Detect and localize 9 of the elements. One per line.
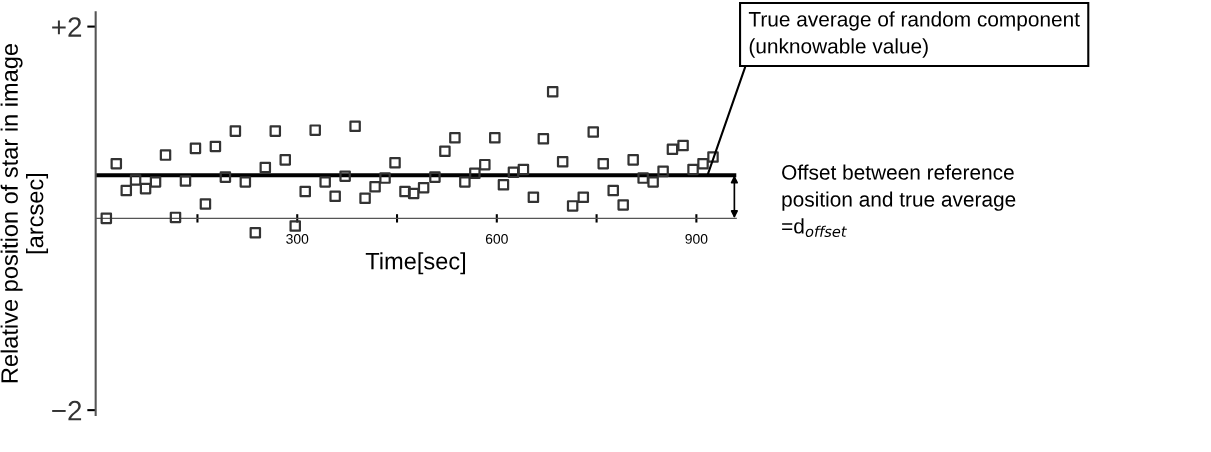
y-tick-label: +2 (52, 17, 82, 37)
text: Offset between reference position and true average =d$_{offset}$ (782, 164, 1016, 238)
y-axis-title: Relative position of star in image [arcsec] (0, 44, 49, 383)
x-tick-label: 600 (485, 234, 508, 244)
x-tick-label: 900 (685, 234, 708, 244)
x-axis-title: Time[sec] (365, 252, 466, 275)
y-tick-label: −2 (52, 400, 82, 421)
x-tick-label: 300 (286, 234, 309, 244)
ref-line-label: True average of random component (unknowable value) (748, 11, 1080, 58)
